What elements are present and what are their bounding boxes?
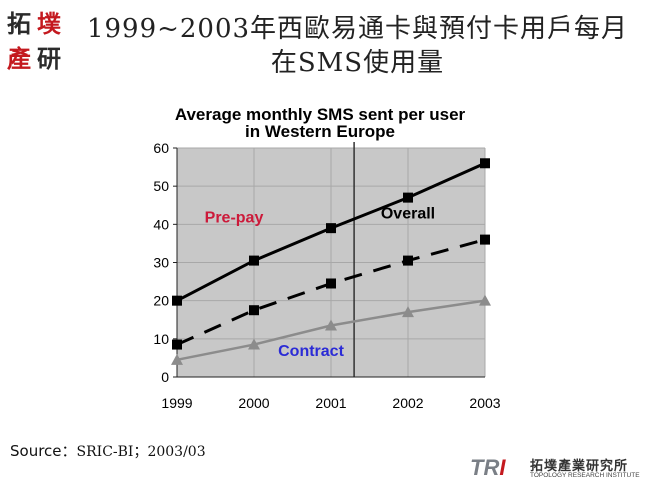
y-tick-label: 50 (153, 178, 169, 194)
data-point-pre-pay (249, 255, 259, 266)
y-tick-label: 20 (153, 293, 169, 309)
series-label-pre-pay: Pre-pay (205, 209, 264, 226)
data-point-pre-pay (172, 295, 182, 306)
x-tick-label: 2003 (469, 395, 500, 411)
source-text: SRIC-BI；2003/03 (76, 444, 206, 460)
data-point-overall (326, 278, 336, 289)
slide-title-line1: 1999~2003年西歐易通卡與預付卡用戶每月 (86, 14, 629, 44)
source-note: Source：SRIC-BI；2003/03 (10, 440, 206, 461)
slide-title-line2: 在SMS使用量 (270, 48, 445, 78)
logo-char: 墣 (37, 9, 61, 38)
y-tick-label: 0 (161, 369, 169, 385)
footer-logo: TRI 拓墣產業研究所 TOPOLOGY RESEARCH INSTITUTE (470, 455, 648, 483)
sms-line-chart: Average monthly SMS sent per user in Wes… (153, 105, 500, 411)
x-tick-label: 2000 (238, 395, 269, 411)
logo-char: 產 (7, 44, 31, 73)
source-lead: Source： (10, 442, 77, 460)
data-point-overall (403, 255, 413, 266)
data-point-overall (480, 234, 490, 245)
x-tick-label: 2002 (392, 395, 423, 411)
series-label-contract: Contract (278, 343, 344, 360)
slide-title: 1999~2003年西歐易通卡與預付卡用戶每月 在SMS使用量 (70, 12, 645, 80)
institute-name-en: TOPOLOGY RESEARCH INSTITUTE (530, 472, 640, 479)
brand-logo: 拓 墣 產 研 (4, 4, 64, 73)
data-point-pre-pay (403, 192, 413, 203)
y-tick-label: 40 (153, 216, 169, 232)
y-tick-label: 30 (153, 255, 169, 271)
x-tick-label: 1999 (161, 395, 192, 411)
y-tick-label: 60 (153, 140, 169, 156)
data-point-pre-pay (480, 158, 490, 169)
data-point-contract (479, 294, 491, 306)
logo-char: 拓 (7, 9, 31, 38)
data-point-contract (171, 353, 183, 365)
y-tick-label: 10 (153, 331, 169, 347)
data-point-overall (249, 305, 259, 316)
series-label-overall: Overall (381, 206, 435, 223)
logo-char: 研 (37, 44, 61, 73)
data-point-contract (402, 306, 414, 318)
data-point-contract (325, 319, 337, 331)
chart-title-line2: in Western Europe (245, 122, 395, 141)
data-point-overall (172, 339, 182, 350)
data-point-contract (248, 338, 260, 350)
data-point-pre-pay (326, 223, 336, 234)
tri-wordmark: TRI (470, 455, 506, 480)
institute-name-cn: 拓墣產業研究所 (530, 459, 629, 474)
chart-title-line1: Average monthly SMS sent per user (175, 105, 466, 124)
x-tick-label: 2001 (315, 395, 346, 411)
